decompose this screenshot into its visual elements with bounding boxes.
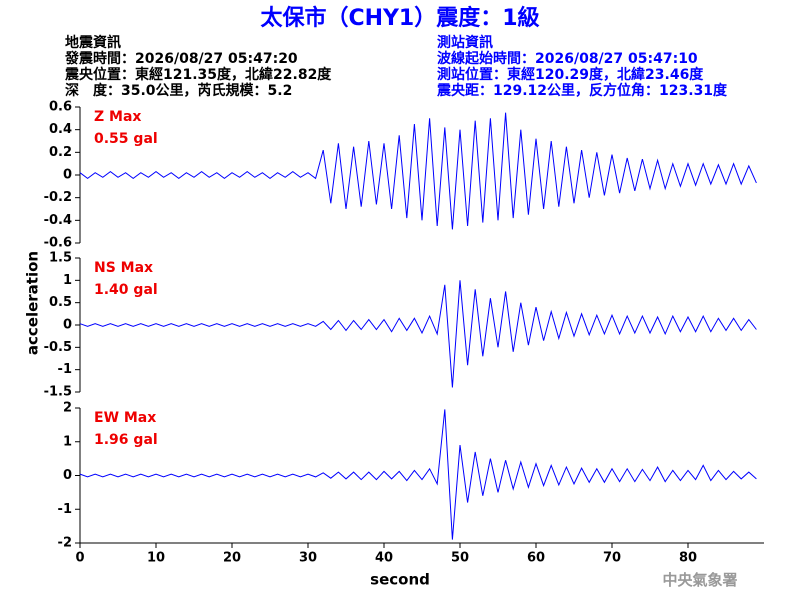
y-tick-label: -1 bbox=[58, 362, 72, 377]
y-tick-label: 0.4 bbox=[49, 122, 72, 137]
chart-title: 太保市（CHY1）震度：1級 bbox=[260, 5, 539, 31]
waveform bbox=[79, 409, 757, 540]
info-line: 測站資訊 bbox=[437, 34, 493, 51]
annotation: 0.55 gal bbox=[94, 131, 158, 147]
annotation: EW Max bbox=[94, 410, 156, 426]
y-tick-label: 1 bbox=[63, 273, 72, 288]
y-tick-label: 0.2 bbox=[49, 145, 72, 160]
y-tick-label: -0.6 bbox=[44, 236, 72, 251]
x-tick-label: 30 bbox=[299, 551, 317, 566]
waveform bbox=[79, 112, 757, 230]
x-tick-label: 50 bbox=[451, 551, 469, 566]
info-line: 測站位置：東經120.29度，北緯23.46度 bbox=[437, 66, 704, 83]
y-axis-label: acceleration bbox=[24, 251, 42, 355]
footer: 中央氣象署 bbox=[662, 571, 737, 589]
waveform bbox=[79, 280, 757, 388]
annotation: Z Max bbox=[94, 109, 141, 125]
y-tick-label: -0.5 bbox=[44, 340, 72, 355]
x-tick-label: 60 bbox=[527, 551, 545, 566]
info-line: 深 度：35.0公里，芮氏規模：5.2 bbox=[65, 82, 292, 99]
info-line: 震央位置：東經121.35度，北緯22.82度 bbox=[64, 66, 332, 83]
info-line: 震央距：129.12公里，反方位角：123.31度 bbox=[436, 82, 728, 99]
y-tick-label: 0.6 bbox=[49, 100, 72, 115]
y-tick-label: 1 bbox=[63, 434, 72, 449]
y-tick-label: 0 bbox=[63, 318, 72, 333]
x-tick-label: 0 bbox=[75, 551, 84, 566]
info-line: 波線起始時間：2026/08/27 05:47:10 bbox=[437, 50, 698, 67]
y-tick-label: 0 bbox=[63, 468, 72, 483]
annotation: 1.40 gal bbox=[94, 282, 158, 298]
y-tick-label: -0.2 bbox=[44, 190, 72, 205]
y-tick-label: -1 bbox=[58, 502, 72, 517]
y-tick-label: 0 bbox=[63, 168, 72, 183]
x-tick-label: 80 bbox=[679, 551, 697, 566]
x-tick-label: 40 bbox=[375, 551, 393, 566]
y-tick-label: 1.5 bbox=[49, 251, 72, 266]
y-tick-label: -1.5 bbox=[44, 385, 72, 400]
y-tick-label: -0.4 bbox=[44, 213, 72, 228]
annotation: 1.96 gal bbox=[94, 432, 158, 448]
x-tick-label: 20 bbox=[223, 551, 241, 566]
x-tick-label: 70 bbox=[603, 551, 621, 566]
info-line: 地震資訊 bbox=[65, 34, 121, 51]
annotation: NS Max bbox=[94, 260, 153, 276]
y-tick-label: 2 bbox=[63, 401, 72, 416]
y-tick-label: 0.5 bbox=[49, 295, 72, 310]
x-tick-label: 10 bbox=[147, 551, 165, 566]
y-tick-label: -2 bbox=[58, 536, 72, 551]
info-line: 發震時間：2026/08/27 05:47:20 bbox=[64, 50, 298, 67]
x-axis-label: second bbox=[370, 571, 430, 589]
